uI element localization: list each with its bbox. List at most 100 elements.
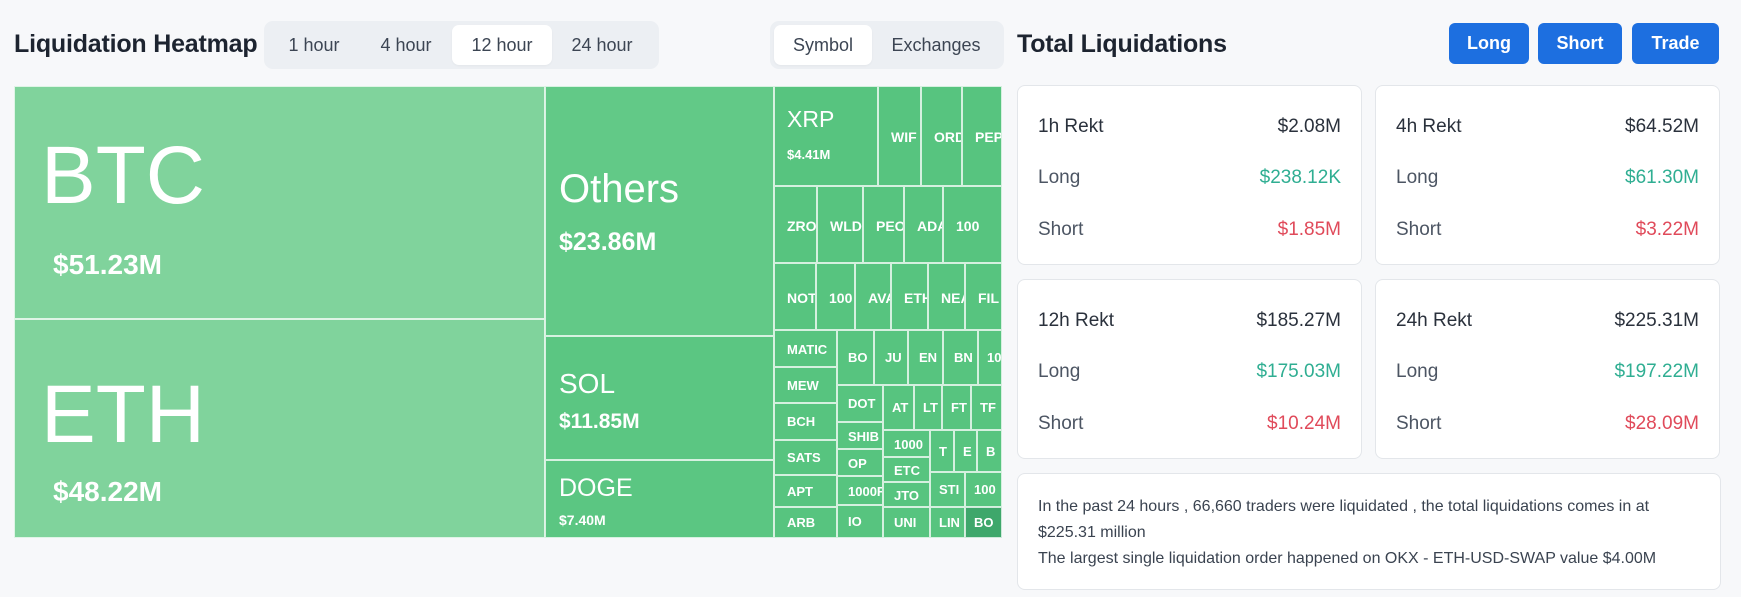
heatmap-tile[interactable]: DOT: [837, 385, 883, 422]
heatmap-tile[interactable]: EN: [908, 330, 943, 385]
heatmap-tile[interactable]: IO: [837, 505, 883, 538]
heatmap-tile[interactable]: ORD: [921, 86, 962, 186]
heatmap-tile[interactable]: BN: [943, 330, 978, 385]
heatmap-tile[interactable]: UNI: [883, 507, 930, 538]
heatmap-tile[interactable]: PEO: [863, 186, 904, 263]
heatmap-tile[interactable]: ETH $48.22M: [14, 319, 545, 538]
heatmap-tile[interactable]: LT: [914, 385, 942, 430]
short-value: $28.09M: [1625, 413, 1699, 434]
heatmap-tile[interactable]: DOGE $7.40M: [545, 460, 774, 538]
rekt-card-24h: 24h Rekt $225.31M Long $197.22M Short $28.0…: [1375, 279, 1720, 459]
short-label: Short: [1038, 219, 1084, 240]
heatmap-tile[interactable]: APT: [774, 475, 837, 507]
heatmap-tile[interactable]: ETH: [891, 263, 928, 330]
heatmap-tile[interactable]: BO: [965, 507, 1002, 538]
heatmap-tile[interactable]: 1000: [883, 430, 930, 457]
heatmap-tile[interactable]: LIN: [930, 507, 965, 538]
tile-symbol: JU: [885, 350, 902, 365]
tile-symbol: ARB: [787, 515, 816, 530]
heatmap-tile[interactable]: SHIB: [837, 422, 883, 449]
tab-exchanges[interactable]: Exchanges: [891, 34, 981, 55]
heatmap-tile[interactable]: 10: [978, 330, 1002, 385]
heatmap-tile[interactable]: BO: [837, 330, 874, 385]
heatmap-tile[interactable]: AVA: [855, 263, 891, 330]
heatmap-tile[interactable]: 1000F: [837, 476, 883, 505]
heatmap-tile[interactable]: AT: [883, 385, 914, 430]
heatmap-tile[interactable]: WIF: [878, 86, 921, 186]
tile-symbol: AVA: [868, 290, 890, 306]
tile-symbol: NOT: [787, 290, 816, 306]
long-label: Long: [1396, 361, 1439, 382]
tile-symbol: OP: [848, 456, 867, 471]
heatmap-title: Liquidation Heatmap: [14, 30, 258, 58]
tile-symbol: APT: [787, 484, 813, 499]
heatmap-tile[interactable]: WLD: [817, 186, 863, 263]
heatmap-tile[interactable]: SOL $11.85M: [545, 336, 774, 460]
heatmap-tile[interactable]: 100: [816, 263, 855, 330]
heatmap-tile[interactable]: MATIC: [774, 330, 837, 367]
tile-value: $23.86M: [559, 228, 657, 256]
heatmap-tile[interactable]: E: [954, 430, 977, 472]
tile-symbol: IO: [848, 514, 862, 529]
tab-4-hour[interactable]: 4 hour: [380, 34, 432, 55]
tile-symbol: AT: [892, 400, 909, 415]
tile-symbol: ETH: [904, 290, 927, 306]
heatmap-tile[interactable]: NEA: [928, 263, 965, 330]
tile-symbol: ORD: [934, 129, 961, 145]
short-button[interactable]: Short: [1538, 23, 1622, 64]
period-label: 4h Rekt: [1396, 116, 1462, 137]
trade-button[interactable]: Trade: [1632, 23, 1719, 64]
short-value: $3.22M: [1635, 219, 1699, 240]
heatmap-tile[interactable]: ARB: [774, 507, 837, 538]
long-label: Long: [1038, 167, 1081, 188]
heatmap-tile[interactable]: OP: [837, 449, 883, 476]
tab-24-hour[interactable]: 24 hour: [571, 34, 633, 55]
tab-12-hour[interactable]: 12 hour: [452, 25, 552, 65]
heatmap-tile[interactable]: PEP: [962, 86, 1002, 186]
heatmap-tile[interactable]: TF: [971, 385, 1002, 430]
tile-symbol: PEO: [876, 218, 904, 234]
rekt-card-12h: 12h Rekt $185.27M Long $175.03M Short $10.2…: [1017, 279, 1362, 459]
long-value: $238.12K: [1259, 167, 1341, 188]
liquidation-summary: In the past 24 hours , 66,660 traders we…: [1017, 473, 1721, 590]
tile-symbol: TF: [980, 400, 996, 415]
heatmap-tile[interactable]: SATS: [774, 440, 837, 475]
tab-symbol[interactable]: Symbol: [774, 25, 872, 65]
tile-symbol: SOL: [559, 368, 616, 399]
heatmap-tile[interactable]: FT: [942, 385, 971, 430]
heatmap-tile[interactable]: T: [930, 430, 954, 472]
heatmap-tile[interactable]: NOT: [774, 263, 816, 330]
heatmap-tile[interactable]: FIL: [965, 263, 1002, 330]
heatmap-tile[interactable]: Others $23.86M: [545, 86, 774, 336]
heatmap-tile[interactable]: ADA: [904, 186, 943, 263]
rekt-card-4h: 4h Rekt $64.52M Long $61.30M Short $3.22M: [1375, 85, 1720, 265]
tile-symbol: BO: [848, 350, 868, 365]
long-value: $197.22M: [1614, 361, 1699, 382]
heatmap-tile[interactable]: ZRO: [774, 186, 817, 263]
tile-value: $51.23M: [53, 249, 162, 280]
heatmap-tile[interactable]: ETC: [883, 457, 930, 482]
heatmap-tile[interactable]: JTO: [883, 482, 930, 507]
heatmap-tile[interactable]: JU: [874, 330, 908, 385]
heatmap-tile[interactable]: BCH: [774, 403, 837, 440]
heatmap-tile[interactable]: STI: [930, 472, 965, 507]
period-label: 1h Rekt: [1038, 116, 1104, 137]
heatmap-tile[interactable]: B: [977, 430, 1002, 472]
heatmap-tile[interactable]: MEW: [774, 367, 837, 403]
heatmap-tile[interactable]: BTC $51.23M: [14, 86, 545, 319]
heatmap-tile[interactable]: 100: [965, 472, 1002, 507]
short-label: Short: [1396, 219, 1442, 240]
tile-symbol: Others: [559, 167, 680, 211]
tile-value: $11.85M: [559, 410, 640, 433]
total-value: $185.27M: [1256, 310, 1341, 331]
short-label: Short: [1038, 413, 1084, 434]
tile-symbol: ADA: [917, 218, 942, 234]
liquidation-treemap: BTC $51.23M ETH $48.22M Others $23.86M SOL $11.…: [14, 86, 1002, 538]
tab-1-hour[interactable]: 1 hour: [288, 34, 340, 55]
tile-symbol: ZRO: [787, 218, 817, 234]
heatmap-tile[interactable]: 100: [943, 186, 1002, 263]
tile-value: $48.22M: [53, 476, 162, 507]
heatmap-tile[interactable]: XRP $4.41M: [774, 86, 878, 186]
long-button[interactable]: Long: [1449, 23, 1529, 64]
summary-line-1: In the past 24 hours , 66,660 traders we…: [1038, 498, 1650, 541]
